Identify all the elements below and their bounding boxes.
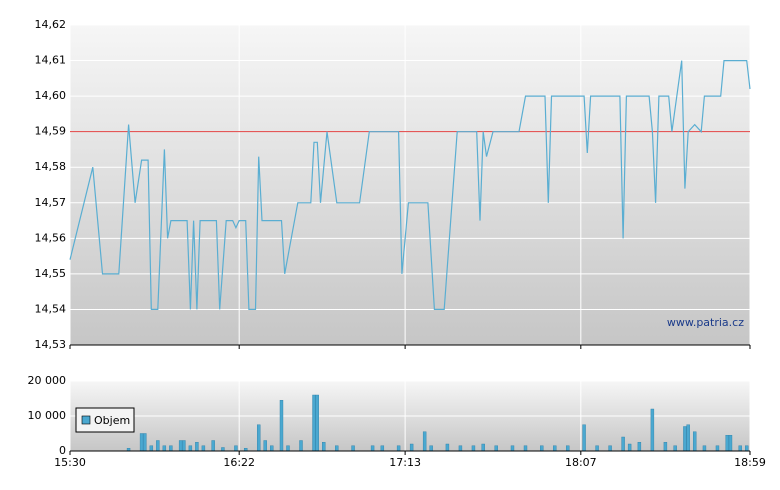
volume-bar (627, 443, 632, 452)
volume-bar (156, 440, 160, 452)
y-tick-label: 14,56 (35, 231, 67, 244)
y-tick-label: 14,61 (35, 54, 67, 67)
volume-bar (335, 445, 339, 452)
volume-bar (201, 445, 206, 452)
volume-bar (728, 435, 733, 452)
volume-bar (409, 443, 414, 452)
plot-area (70, 25, 750, 345)
legend: Objem (75, 407, 135, 433)
volume-bar (221, 447, 225, 452)
y-tick-label: 14,53 (35, 338, 67, 351)
volume-bar (139, 433, 144, 452)
x-tick-label: 18:07 (565, 456, 597, 469)
legend-swatch (81, 415, 91, 425)
x-tick-label: 16:22 (223, 456, 255, 469)
volume-bar (169, 445, 173, 452)
volume-bar (162, 445, 167, 452)
volume-bar (299, 440, 303, 452)
volume-bar (195, 442, 199, 452)
volume-bar (471, 445, 476, 452)
volume-bar (234, 445, 238, 452)
volume-bar (351, 445, 355, 452)
volume-bar (263, 440, 267, 452)
volume-bar (370, 445, 375, 452)
volume-bar (279, 400, 284, 452)
volume-bar (621, 436, 625, 452)
volume-bar (725, 435, 729, 452)
volume-bar (582, 424, 586, 452)
y-tick-label: 14,60 (35, 89, 67, 102)
volume-bar (458, 445, 463, 452)
volume-bar (683, 426, 687, 452)
volume-bar (322, 442, 326, 452)
x-tick-label: 18:59 (734, 456, 766, 469)
volume-bar (608, 445, 612, 452)
volume-bar (149, 445, 154, 452)
volume-bar (182, 440, 186, 452)
volume-bar (553, 445, 557, 452)
volume-bar (540, 445, 544, 452)
volume-bar (481, 443, 485, 452)
volume-bar (178, 440, 183, 452)
volume-bar (188, 445, 193, 452)
legend-label: Objem (94, 414, 130, 427)
y-tick-label: 14,57 (35, 196, 67, 209)
volume-bar (566, 445, 570, 452)
volume-bar (745, 445, 749, 452)
x-tick-label: 15:30 (54, 456, 86, 469)
volume-bar (523, 445, 528, 452)
volume-bar (143, 433, 147, 452)
volume-bar (270, 445, 274, 452)
volume-bar (257, 424, 261, 452)
volume-bar (738, 445, 742, 452)
volume-bar (686, 424, 690, 452)
y-tick-label: 14,58 (35, 160, 67, 173)
y-tick-label: 14,55 (35, 267, 67, 280)
volume-bar (715, 445, 720, 452)
volume-bar (380, 445, 385, 452)
volume-bar (312, 394, 316, 452)
volume-bar (396, 445, 401, 452)
y-tick-label: 10 000 (28, 409, 67, 422)
volume-bar (429, 445, 433, 452)
x-tick-label: 17:13 (389, 456, 421, 469)
y-tick-label: 14,59 (35, 125, 67, 138)
volume-bar (445, 443, 450, 452)
y-tick-label: 14,54 (35, 302, 67, 315)
volume-bar (637, 442, 642, 452)
price-line (69, 60, 751, 310)
y-tick-label: 0 (59, 444, 66, 457)
volume-bar (286, 445, 290, 452)
volume-bar (663, 442, 668, 452)
volume-bar (494, 445, 498, 452)
y-tick-label: 14,62 (35, 18, 67, 31)
watermark: www.patria.cz (667, 316, 744, 329)
volume-bar (595, 445, 599, 452)
volume-bar (422, 431, 427, 452)
volume-bar (673, 445, 677, 452)
volume-bar (702, 445, 707, 452)
y-tick-label: 20 000 (28, 374, 67, 387)
volume-bar (650, 408, 655, 452)
volume-bar (510, 445, 515, 452)
volume-bar (315, 394, 319, 452)
volume-bar (692, 431, 697, 452)
volume-bar (211, 440, 215, 452)
